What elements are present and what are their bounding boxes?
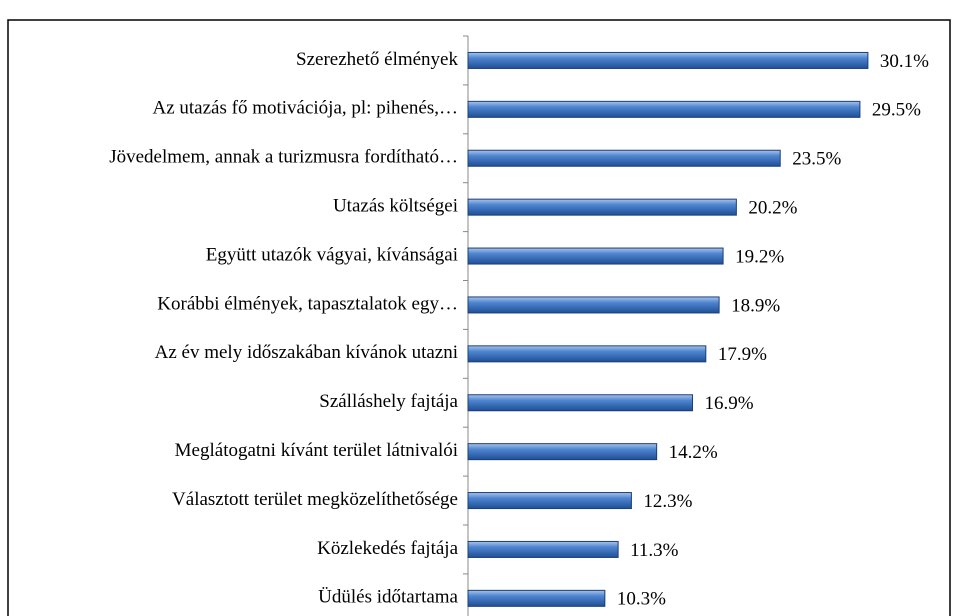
value-label: 14.2% xyxy=(669,442,718,463)
bar xyxy=(467,589,606,607)
bar xyxy=(467,51,869,69)
bar xyxy=(467,198,737,216)
bar xyxy=(467,443,658,461)
bar xyxy=(467,296,720,314)
bar xyxy=(467,492,632,510)
value-label: 12.3% xyxy=(643,491,692,512)
category-label: Együtt utazók vágyai, kívánságai xyxy=(206,244,458,265)
value-label: 17.9% xyxy=(718,344,767,365)
value-label: 11.3% xyxy=(630,540,679,561)
bar xyxy=(467,345,707,363)
category-label: Jövedelmem, annak a turizmusra fordíthat… xyxy=(109,147,458,168)
value-label: 30.1% xyxy=(880,51,929,72)
category-label: Üdülés időtartama xyxy=(318,587,458,608)
bar xyxy=(467,540,619,558)
value-label: 16.9% xyxy=(705,393,754,414)
category-label: Közlekedés fajtája xyxy=(317,538,458,559)
bar xyxy=(467,247,724,265)
bar xyxy=(467,394,694,412)
category-label: Az utazás fő motivációja, pl: pihenés,… xyxy=(153,98,459,119)
value-label: 29.5% xyxy=(872,100,921,121)
value-label: 23.5% xyxy=(792,149,841,170)
value-label: 18.9% xyxy=(731,295,780,316)
category-label: Választott terület megközelíthetősége xyxy=(172,489,458,510)
category-label: Szerezhető élmények xyxy=(296,49,458,70)
category-label: Szálláshely fajtája xyxy=(319,391,458,412)
category-label: Meglátogatni kívánt terület látnivalói xyxy=(175,440,458,461)
chart-border xyxy=(7,19,951,616)
value-label: 19.2% xyxy=(735,246,784,267)
bar xyxy=(467,100,861,118)
category-label: Korábbi élmények, tapasztalatok egy… xyxy=(157,293,458,314)
value-label: 10.3% xyxy=(617,589,666,610)
bar xyxy=(467,149,781,167)
value-label: 20.2% xyxy=(748,198,797,219)
category-label: Utazás költségei xyxy=(333,196,458,217)
category-label: Az év mely időszakában kívánok utazni xyxy=(155,342,458,363)
